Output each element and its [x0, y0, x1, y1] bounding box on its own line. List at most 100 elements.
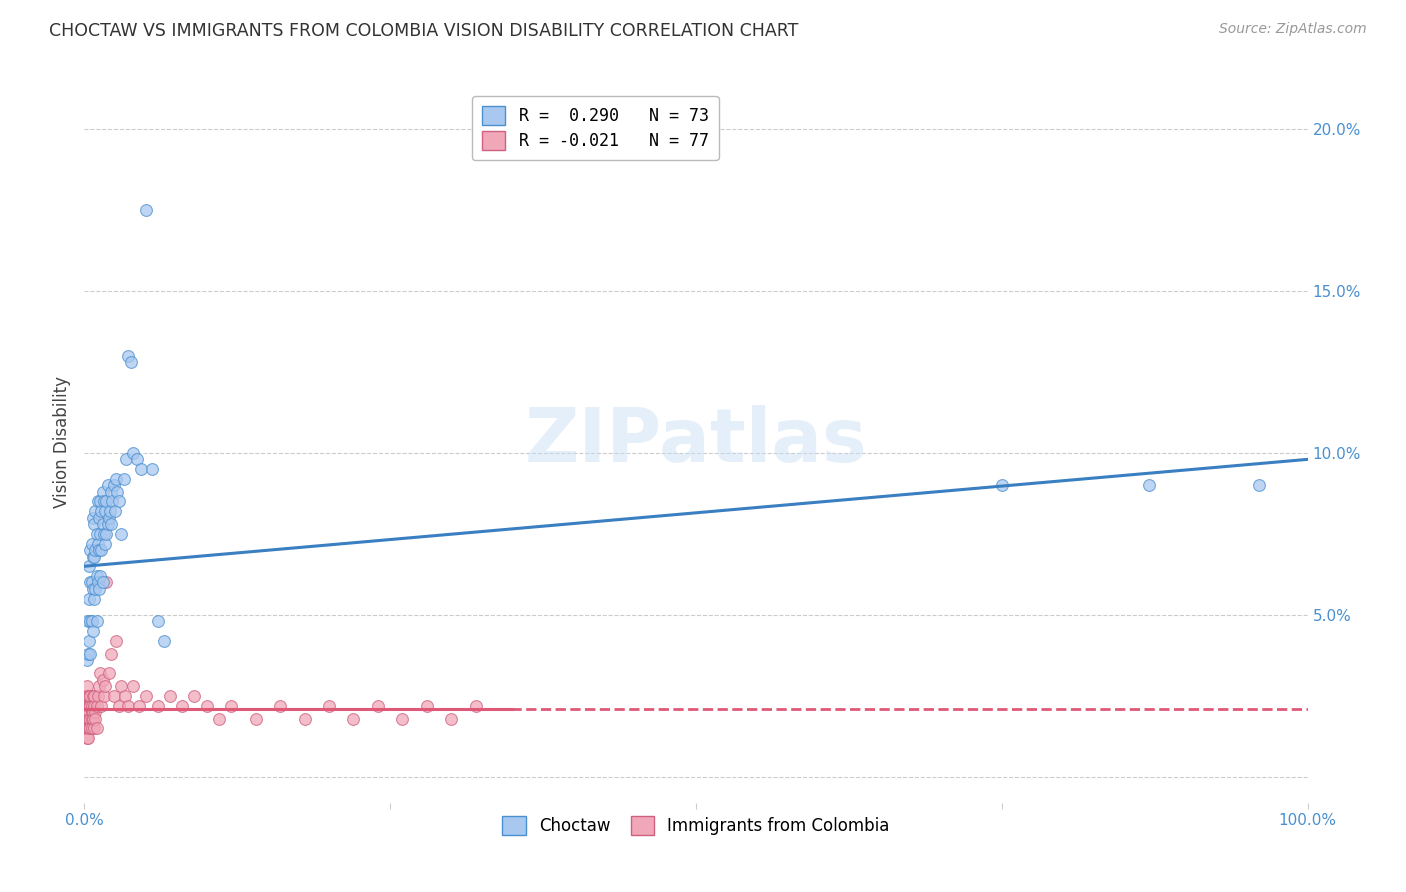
Point: [89, 666, 111, 681]
Point: [110, 527, 132, 541]
Point: [84, 504, 107, 518]
Point: [87, 543, 110, 558]
Point: [96, 527, 118, 541]
Point: [208, 712, 231, 726]
Text: Source: ZipAtlas.com: Source: ZipAtlas.com: [1219, 22, 1367, 37]
Point: [87, 582, 110, 596]
Point: [94, 504, 117, 518]
Point: [195, 698, 218, 713]
Point: [172, 698, 194, 713]
Point: [416, 698, 439, 713]
Point: [76, 712, 98, 726]
Point: [117, 349, 139, 363]
Point: [75, 705, 97, 719]
Point: [82, 510, 104, 524]
Point: [79, 689, 101, 703]
Point: [94, 679, 117, 693]
Point: [76, 653, 98, 667]
Point: [90, 543, 112, 558]
Point: [87, 575, 110, 590]
Point: [183, 689, 205, 703]
Point: [76, 705, 98, 719]
Point: [97, 510, 120, 524]
Point: [135, 202, 157, 217]
Point: [135, 689, 157, 703]
Point: [1137, 478, 1160, 492]
Point: [77, 689, 100, 703]
Point: [91, 673, 114, 687]
Point: [83, 689, 105, 703]
Point: [79, 721, 101, 735]
Point: [104, 504, 127, 518]
Point: [89, 527, 111, 541]
Point: [76, 721, 98, 735]
Point: [100, 484, 122, 499]
Point: [79, 647, 101, 661]
Point: [98, 504, 121, 518]
Point: [83, 517, 105, 532]
Point: [77, 615, 100, 629]
Point: [77, 705, 100, 719]
Point: [82, 689, 104, 703]
Point: [105, 633, 128, 648]
Point: [245, 712, 267, 726]
Point: [91, 517, 114, 532]
Point: [84, 705, 107, 719]
Point: [103, 689, 125, 703]
Point: [464, 698, 486, 713]
Point: [96, 575, 118, 590]
Point: [79, 543, 101, 558]
Point: [86, 698, 108, 713]
Point: [87, 679, 110, 693]
Point: [96, 494, 118, 508]
Point: [105, 484, 128, 499]
Legend: Choctaw, Immigrants from Colombia: Choctaw, Immigrants from Colombia: [496, 809, 896, 841]
Point: [146, 698, 169, 713]
Point: [79, 712, 101, 726]
Point: [83, 721, 105, 735]
Point: [97, 666, 120, 681]
Point: [83, 549, 105, 564]
Point: [440, 712, 463, 726]
Point: [80, 705, 103, 719]
Point: [219, 698, 242, 713]
Point: [294, 712, 316, 726]
Point: [120, 355, 142, 369]
Point: [83, 698, 105, 713]
Point: [125, 452, 148, 467]
Point: [77, 559, 100, 574]
Point: [100, 647, 122, 661]
Point: [117, 698, 139, 713]
Point: [93, 527, 115, 541]
Point: [114, 689, 136, 703]
Point: [89, 494, 111, 508]
Point: [82, 624, 104, 638]
Point: [80, 698, 103, 713]
Point: [77, 721, 100, 735]
Point: [97, 478, 120, 492]
Point: [122, 446, 145, 460]
Point: [75, 689, 97, 703]
Point: [75, 721, 97, 735]
Point: [82, 712, 104, 726]
Point: [77, 712, 100, 726]
Point: [1247, 478, 1270, 492]
Point: [77, 698, 100, 713]
Point: [94, 536, 117, 550]
Point: [991, 478, 1014, 492]
Y-axis label: Vision Disability: Vision Disability: [53, 376, 72, 508]
Point: [122, 679, 145, 693]
Point: [82, 549, 104, 564]
Point: [79, 575, 101, 590]
Point: [115, 452, 138, 467]
Point: [86, 569, 108, 583]
Point: [82, 582, 104, 596]
Point: [107, 494, 129, 508]
Point: [269, 698, 291, 713]
Point: [87, 536, 110, 550]
Point: [110, 679, 132, 693]
Point: [90, 698, 112, 713]
Point: [83, 591, 105, 606]
Point: [76, 698, 98, 713]
Point: [318, 698, 340, 713]
